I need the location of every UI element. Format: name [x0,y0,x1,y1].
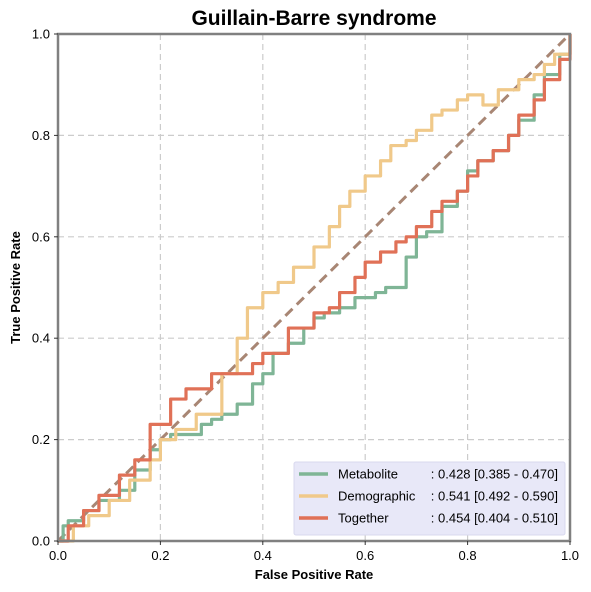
x-tick-label: 0.4 [254,548,272,563]
x-tick-label: 0.8 [459,548,477,563]
y-tick-label: 0.2 [32,432,50,447]
grid-layer [58,34,570,541]
diagonal-layer [56,32,572,543]
legend-box [293,461,566,536]
series-line-together [58,34,572,543]
x-tick-label: 0.0 [49,548,67,563]
legend: Metabolite : 0.428 [0.385 - 0.470] Demogra… [293,461,566,536]
y-tick-label: 1.0 [32,27,50,42]
legend-series-name: Together [338,511,389,526]
legend-series-value: : 0.541 [0.492 - 0.590] [431,489,558,504]
x-tick-label: 0.2 [151,548,169,563]
y-tick-label: 0.0 [32,534,50,549]
y-tick-label: 0.4 [32,331,50,346]
x-tick-label: 0.6 [356,548,374,563]
y-tick-label: 0.6 [32,229,50,244]
legend-series-value: : 0.454 [0.404 - 0.510] [431,511,558,526]
legend-series-name: Demographic [338,489,416,504]
tick-layer: 0.0 0.2 0.4 0.6 0.8 1.0 0.0 0.2 0.4 0.6 0.8 1.0 [32,27,579,564]
series-layer [58,34,572,543]
x-tick-label: 1.0 [561,548,579,563]
series-line-demographic [58,34,572,543]
legend-series-value: : 0.428 [0.385 - 0.470] [431,467,558,482]
plot-frame [56,32,572,543]
legend-series-name: Metabolite [338,467,398,482]
y-axis-label: True Positive Rate [8,231,23,344]
chart-title: Guillain-Barre syndrome [191,7,436,30]
y-tick-label: 0.8 [32,128,50,143]
x-axis-label: False Positive Rate [255,567,374,582]
chance-diagonal-line [56,32,572,543]
